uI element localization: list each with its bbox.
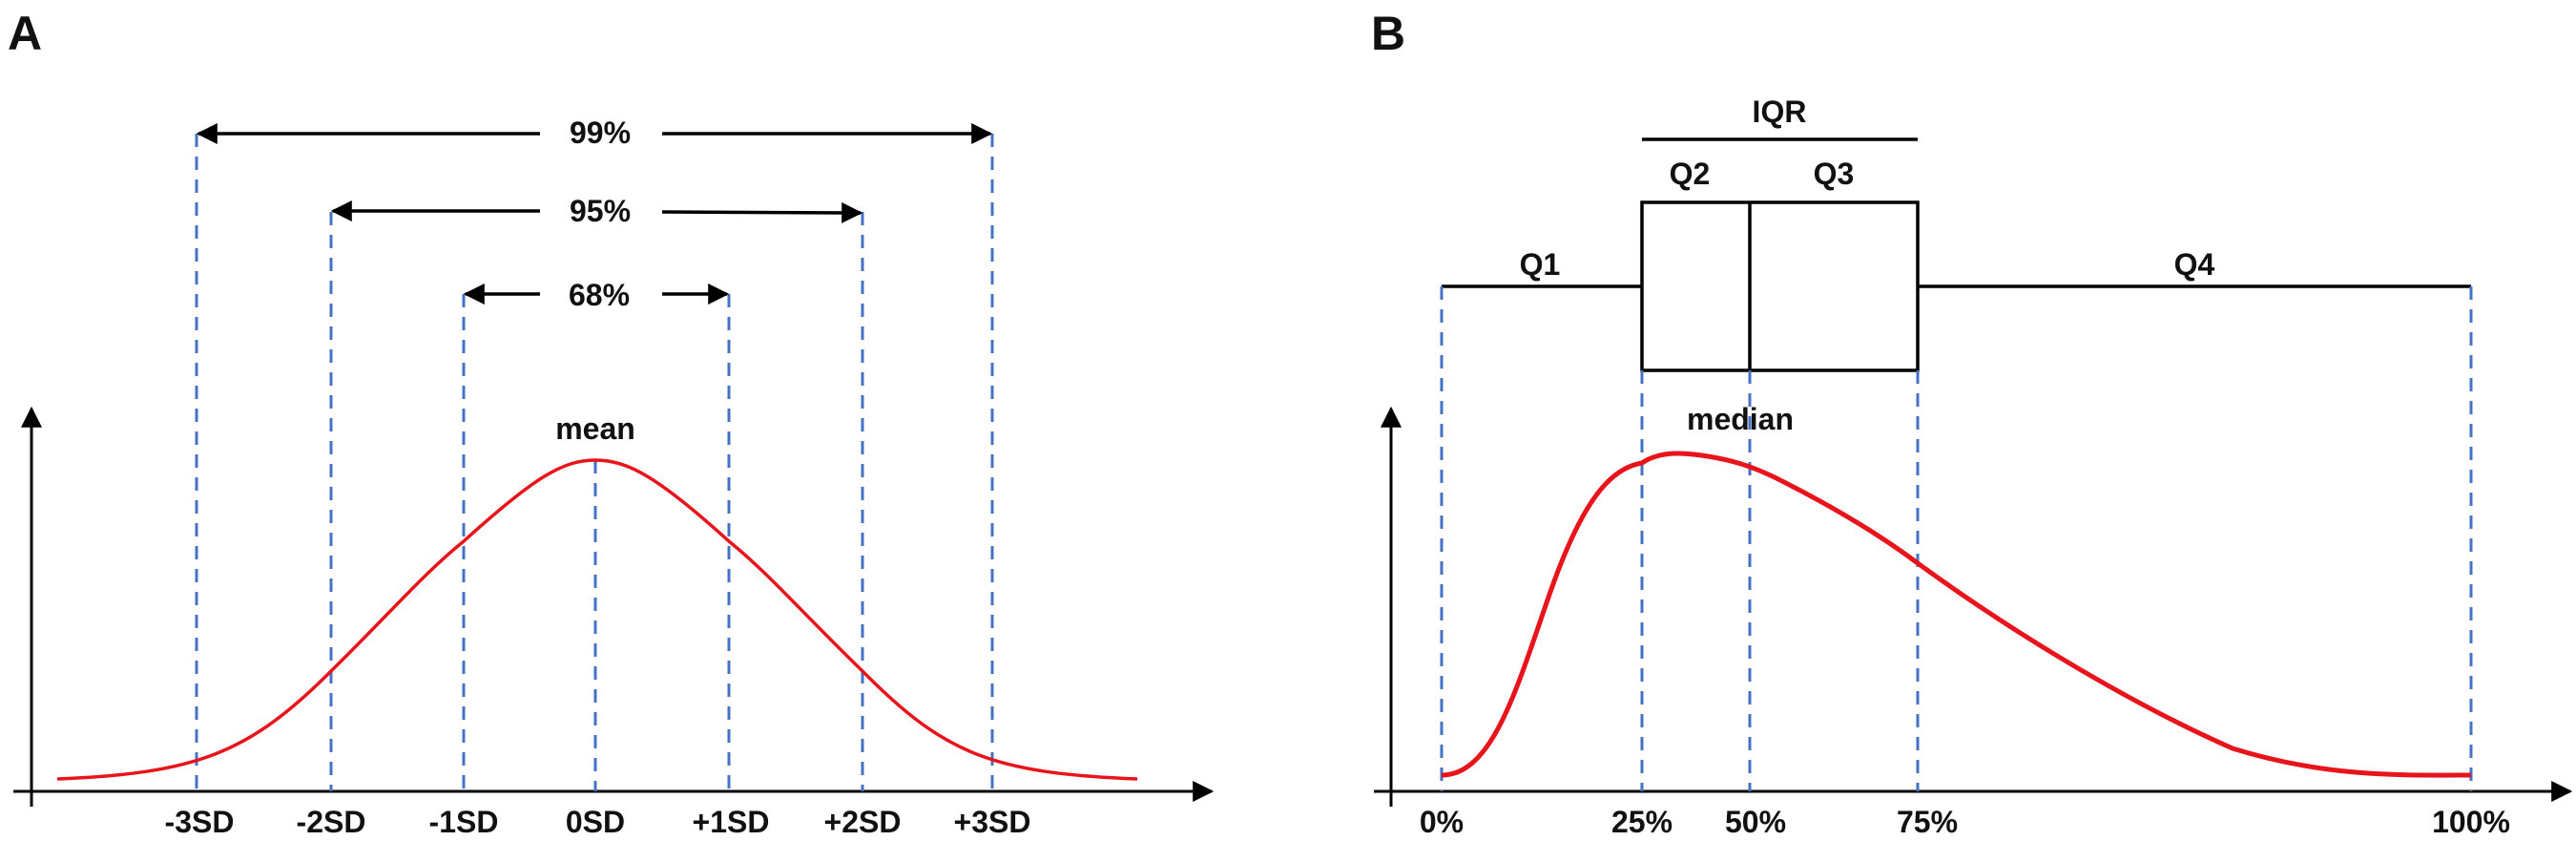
range-68-label: 68% <box>569 278 630 312</box>
skewed-curve <box>1441 451 2472 778</box>
tick-100pct: 100% <box>2432 805 2510 839</box>
tick-0sd: 0SD <box>566 805 625 839</box>
tick-plus2sd: +2SD <box>824 805 902 839</box>
tick-minus1sd: -1SD <box>429 805 499 839</box>
tick-0pct: 0% <box>1420 805 1464 839</box>
range-95-label: 95% <box>570 194 631 228</box>
q4-label: Q4 <box>2174 247 2215 282</box>
panel-a: A 99% 95% 68% mean -3SD -2SD -1SD 0SD +1… <box>8 7 1215 839</box>
panel-b-letter: B <box>1371 7 1405 60</box>
q1-label: Q1 <box>1520 247 1561 282</box>
tick-minus2sd: -2SD <box>297 805 366 839</box>
range-99-label: 99% <box>570 116 631 150</box>
tick-minus3sd: -3SD <box>165 805 235 839</box>
median-label: median <box>1687 402 1794 436</box>
box <box>1640 200 1920 372</box>
q3-label: Q3 <box>1814 157 1855 191</box>
range-95-arrow-right <box>661 201 863 223</box>
tick-25pct: 25% <box>1611 805 1672 839</box>
mean-label: mean <box>555 411 635 446</box>
panel-a-letter: A <box>8 7 42 60</box>
q2-label: Q2 <box>1670 157 1711 191</box>
iqr-label: IQR <box>1753 95 1807 129</box>
tick-plus3sd: +3SD <box>954 805 1031 839</box>
tick-plus1sd: +1SD <box>693 805 770 839</box>
normal-curve <box>56 458 1138 781</box>
tick-50pct: 50% <box>1725 805 1786 839</box>
panel-b: B IQR Q1 Q2 Q3 Q4 median 0% 25% 50% 75% … <box>1371 7 2573 839</box>
tick-75pct: 75% <box>1897 805 1958 839</box>
